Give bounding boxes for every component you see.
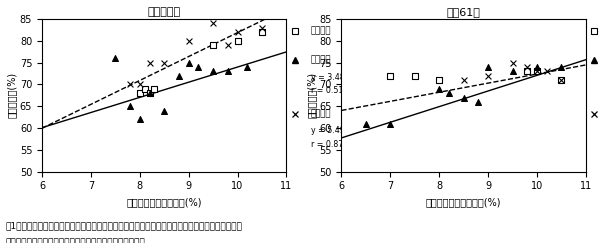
Point (386, 122, 395, 126)
Point (361, 122, 371, 126)
Point (135, 91, 144, 95)
Point (184, 61, 193, 65)
Point (474, 100, 483, 104)
Point (208, 69, 218, 73)
Point (508, 61, 518, 65)
Y-axis label: 筊抜け粉率(%): 筊抜け粉率(%) (7, 72, 17, 118)
Text: ＊，＊＊，＊＊＊は各々５％，１％および０．１％で有意: ＊，＊＊，＊＊＊は各々５％，１％および０．１％で有意 (6, 238, 146, 243)
Point (150, 87, 159, 91)
Point (556, 78, 566, 82)
Point (459, 78, 468, 82)
Point (522, 69, 532, 73)
Text: 滋賀県産: 滋賀県産 (311, 56, 331, 65)
Point (208, 22, 218, 26)
Text: 図1　産地の異なる「ふくさやか」と「農林６１号」の子実タンパク質含有率と筊抜け粉率の関係: 図1 産地の異なる「ふくさやか」と「農林６１号」の子実タンパク質含有率と筊抜け粉… (6, 221, 243, 230)
Point (110, 56, 120, 60)
Point (135, 117, 144, 121)
Point (159, 109, 169, 113)
Point (243, 65, 252, 69)
Text: r = 0.51: r = 0.51 (311, 86, 343, 95)
Point (223, 43, 232, 47)
Point (434, 87, 444, 91)
Point (522, 65, 532, 69)
Point (533, 69, 542, 73)
X-axis label: 子実タンパク質含有率(%): 子実タンパク質含有率(%) (126, 197, 202, 207)
Point (233, 39, 243, 43)
Point (145, 61, 155, 65)
Text: **: ** (367, 137, 374, 143)
Point (434, 78, 444, 82)
Y-axis label: 筊抜け粉率(%): 筊抜け粉率(%) (307, 72, 316, 118)
Point (508, 69, 518, 73)
Point (556, 65, 566, 69)
Point (223, 69, 232, 73)
Point (233, 30, 243, 34)
Point (533, 65, 542, 69)
Text: *: * (367, 84, 371, 90)
Point (184, 39, 193, 43)
Text: 島根県産: 島根県産 (311, 27, 331, 36)
Text: 京都府産: 京都府産 (311, 109, 331, 118)
Point (542, 69, 552, 73)
Text: r = 0.87: r = 0.87 (311, 140, 343, 149)
Point (444, 91, 454, 95)
Point (125, 104, 135, 108)
Point (145, 91, 155, 95)
Title: 農林61号: 農林61号 (447, 7, 480, 17)
Point (135, 83, 144, 87)
Point (125, 83, 135, 87)
Point (174, 74, 184, 78)
Point (386, 74, 395, 78)
X-axis label: 子実タンパク質含有率(%): 子実タンパク質含有率(%) (426, 197, 501, 207)
Point (208, 43, 218, 47)
Title: ふくさやか: ふくさやか (147, 7, 181, 17)
Point (257, 30, 267, 34)
Point (145, 91, 155, 95)
Point (257, 26, 267, 30)
Point (483, 65, 493, 69)
Text: y = 5.49x + 27.0: y = 5.49x + 27.0 (311, 126, 378, 135)
Point (410, 74, 419, 78)
Point (533, 69, 542, 73)
Point (193, 65, 203, 69)
Point (459, 95, 468, 99)
Point (140, 87, 149, 91)
Point (159, 61, 169, 65)
Text: y = 3.48x + 39.2: y = 3.48x + 39.2 (311, 73, 378, 82)
Point (556, 78, 566, 82)
Point (483, 74, 493, 78)
